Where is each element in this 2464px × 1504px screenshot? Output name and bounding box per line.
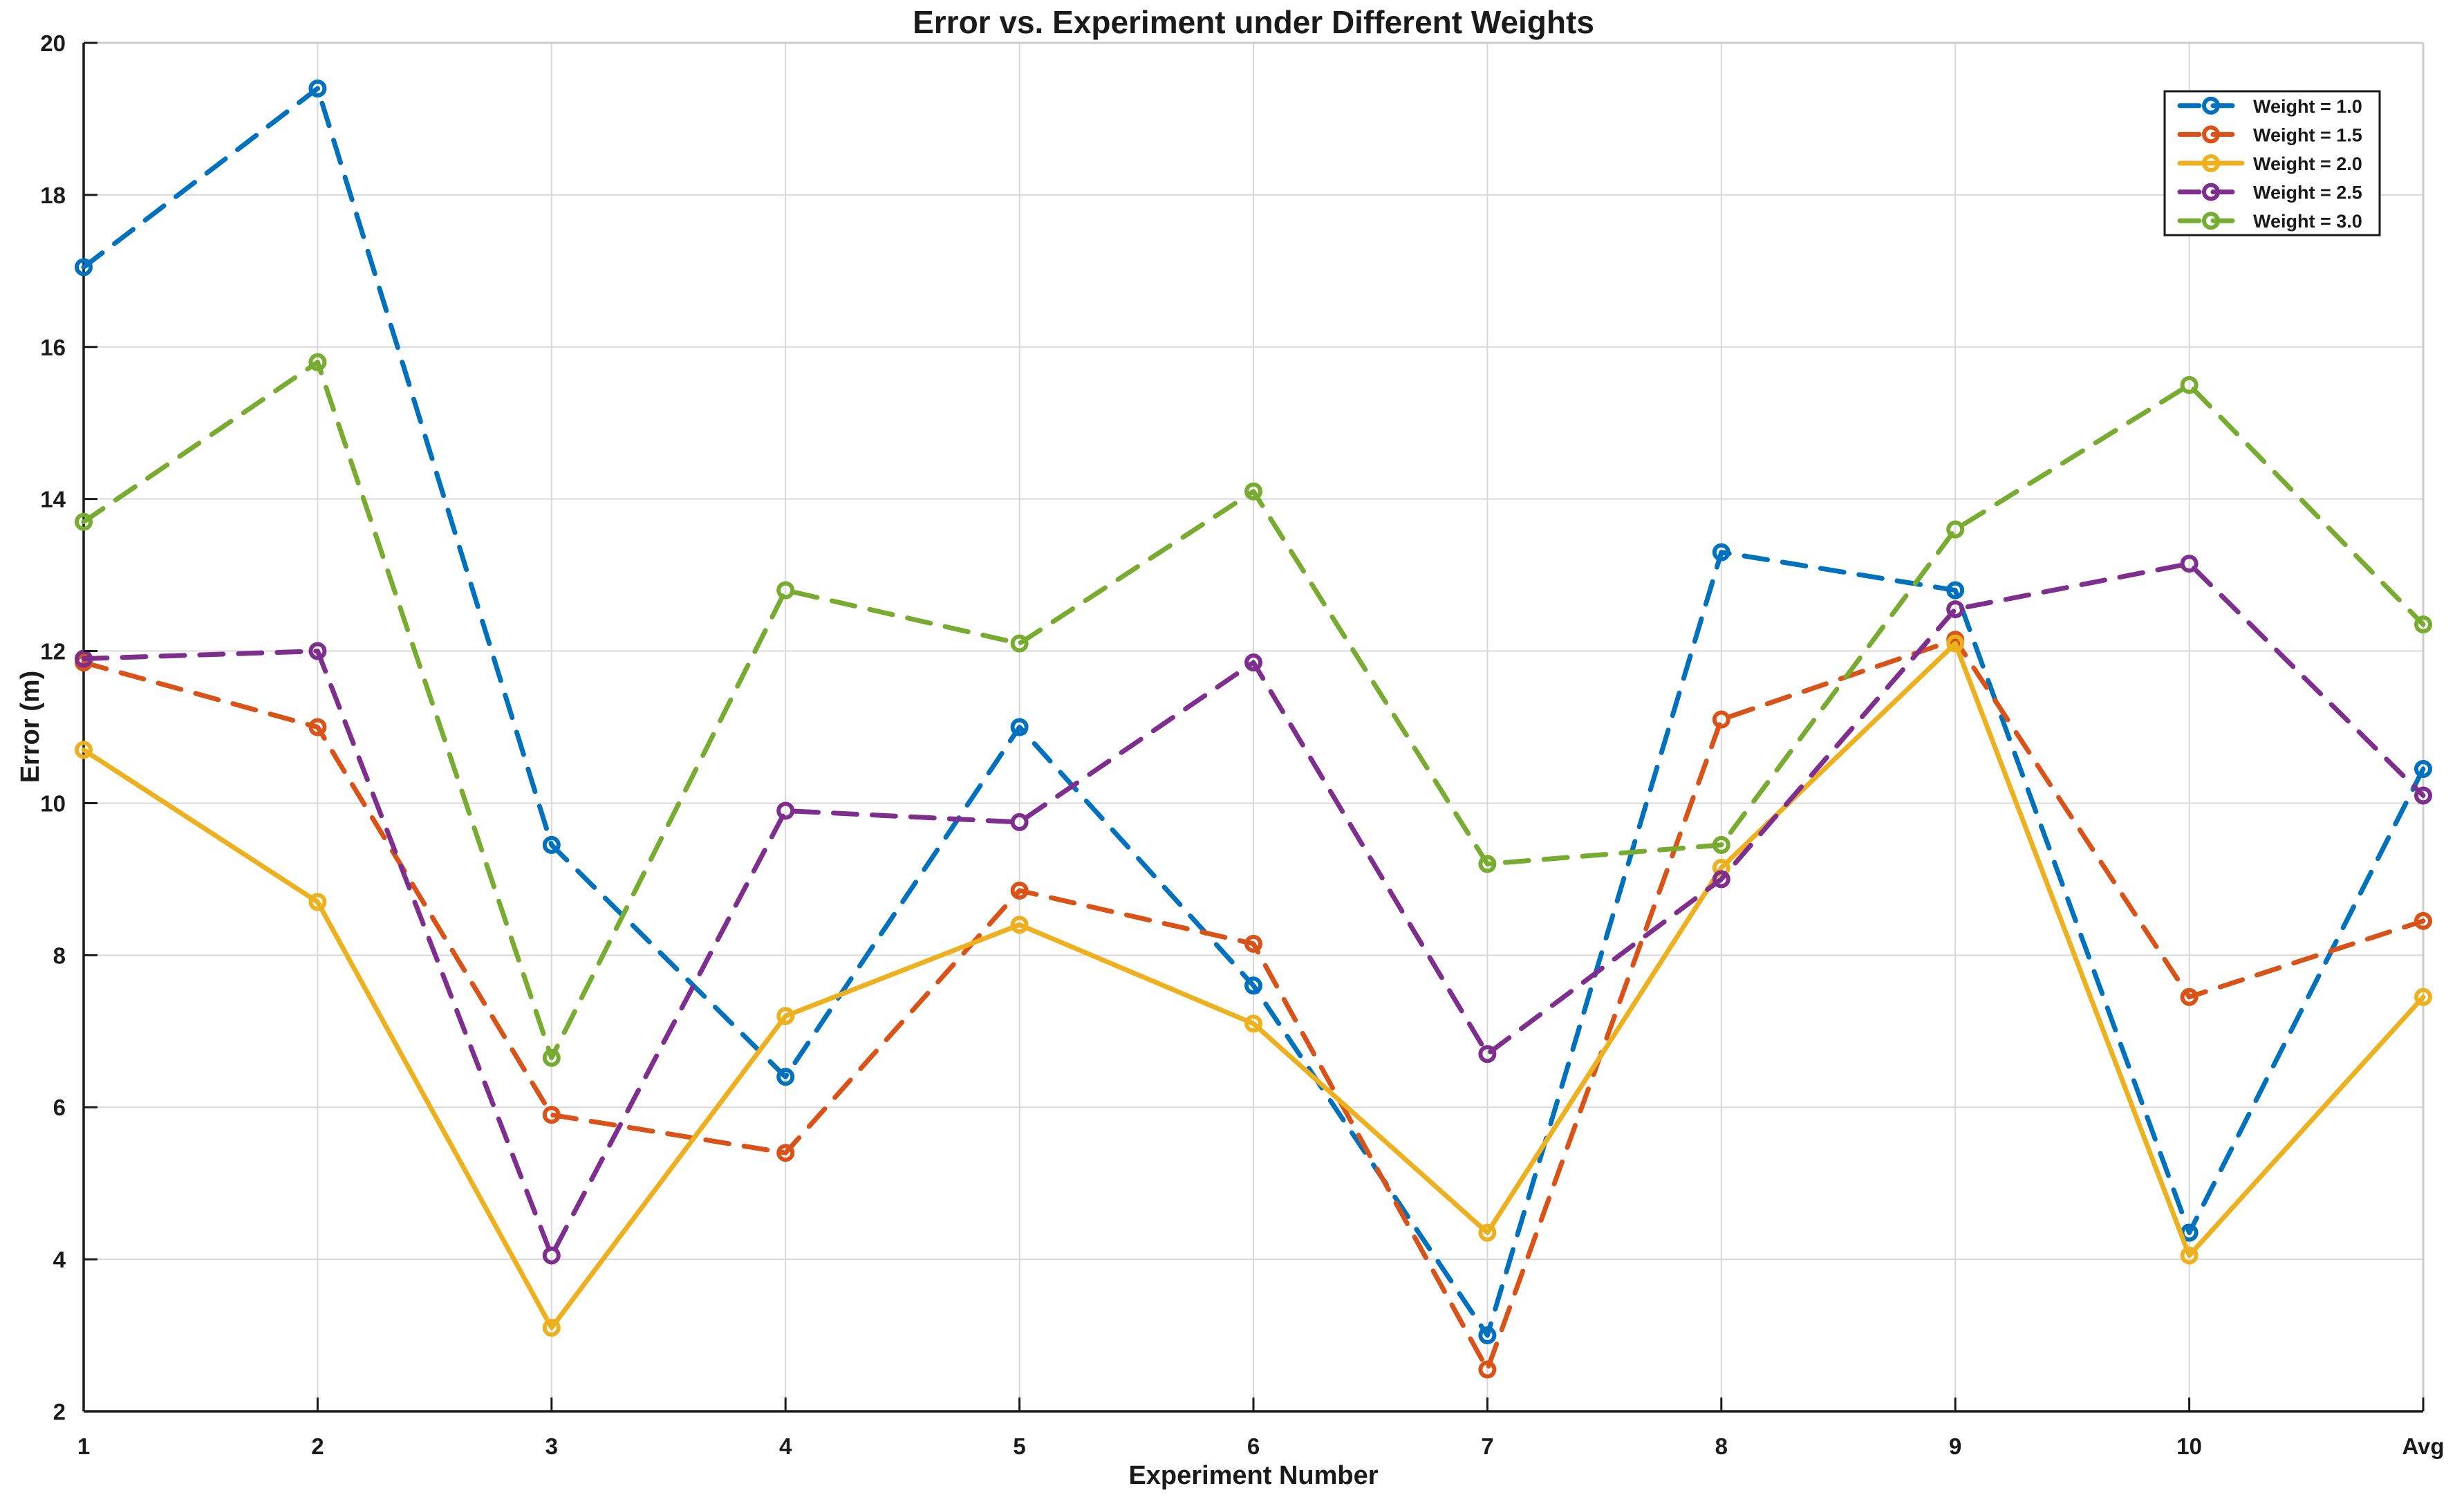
marker-Weight = 2.0-xAvg — [2414, 987, 2432, 1006]
marker-Weight = 1.5-x8 — [1712, 710, 1730, 729]
marker-Weight = 3.0-x6 — [1244, 482, 1262, 501]
legend-marker-Weight = 3.0 — [2202, 212, 2220, 230]
x-tick-label-2: 2 — [311, 1433, 324, 1459]
series-line-Weight = 2.5 — [81, 561, 2426, 1259]
marker-Weight = 1.5-x6 — [1244, 934, 1262, 953]
legend-label-Weight = 1.5: Weight = 1.5 — [2253, 124, 2362, 145]
series-line-Weight = 1.5 — [81, 637, 2426, 1373]
marker-Weight = 3.0-x4 — [776, 581, 795, 600]
marker-Weight = 3.0-x5 — [1010, 634, 1029, 653]
marker-Weight = 2.0-x8 — [1712, 858, 1730, 877]
series-line-Weight = 2.0 — [81, 641, 2426, 1330]
y-tick-label-8: 8 — [53, 943, 66, 968]
x-tick-label-3: 3 — [545, 1433, 558, 1459]
legend-label-Weight = 3.0: Weight = 3.0 — [2253, 211, 2362, 232]
marker-Weight = 3.0-x3 — [542, 1048, 561, 1067]
x-tick-label-1: 1 — [77, 1433, 90, 1459]
marker-Weight = 2.0-x10 — [2180, 1246, 2199, 1265]
x-tick-label-8: 8 — [1715, 1433, 1728, 1459]
chart-title: Error vs. Experiment under Different Wei… — [913, 4, 1594, 40]
series-line-Weight = 1.0 — [81, 86, 2426, 1338]
marker-Weight = 1.0-x5 — [1010, 718, 1029, 736]
marker-Weight = 2.0-x4 — [776, 1007, 795, 1025]
marker-Weight = 1.0-x7 — [1478, 1326, 1497, 1345]
legend-marker-Weight = 2.0 — [2202, 154, 2220, 172]
legend-layer: Weight = 1.0 Weight = 1.5 Weight = 2.0 Weig… — [2163, 90, 2381, 236]
marker-Weight = 2.0-x6 — [1244, 1014, 1262, 1033]
marker-Weight = 1.5-x3 — [542, 1106, 561, 1124]
y-tick-label-10: 10 — [40, 790, 66, 816]
legend-label-Weight = 2.0: Weight = 2.0 — [2253, 154, 2362, 174]
marker-Weight = 2.0-x2 — [308, 893, 327, 911]
x-axis-label: Experiment Number — [1128, 1461, 1378, 1490]
marker-Weight = 1.0-xAvg — [2414, 759, 2432, 778]
legend-label-Weight = 2.5: Weight = 2.5 — [2253, 183, 2362, 203]
y-tick-label-12: 12 — [40, 639, 66, 665]
marker-Weight = 1.5-xAvg — [2414, 911, 2432, 930]
marker-Weight = 2.5-x3 — [542, 1246, 561, 1265]
marker-Weight = 1.0-x2 — [308, 79, 327, 98]
x-tick-label-Avg: Avg — [2402, 1433, 2444, 1459]
marker-Weight = 1.0-x1 — [75, 258, 93, 277]
marker-Weight = 2.5-x6 — [1244, 653, 1262, 672]
marker-Weight = 1.5-x4 — [776, 1144, 795, 1162]
marker-Weight = 3.0-x2 — [308, 353, 327, 371]
marker-Weight = 2.0-x7 — [1478, 1223, 1497, 1242]
marker-Weight = 2.0-x1 — [75, 741, 93, 759]
x-tick-label-7: 7 — [1481, 1433, 1493, 1459]
marker-Weight = 2.5-xAvg — [2414, 786, 2432, 805]
marker-Weight = 2.5-x9 — [1946, 600, 1965, 619]
marker-Weight = 2.5-x4 — [776, 801, 795, 820]
marker-Weight = 2.5-x8 — [1712, 870, 1730, 889]
series-layer — [75, 79, 2432, 1379]
x-tick-label-10: 10 — [2176, 1433, 2202, 1459]
marker-Weight = 3.0-x8 — [1712, 835, 1730, 854]
marker-Weight = 2.0-x5 — [1010, 916, 1029, 934]
marker-Weight = 2.5-x2 — [308, 642, 327, 660]
marker-Weight = 3.0-x7 — [1478, 855, 1497, 873]
marker-Weight = 1.5-x10 — [2180, 987, 2199, 1006]
marker-Weight = 1.0-x9 — [1946, 581, 1965, 600]
x-tick-label-5: 5 — [1013, 1433, 1025, 1459]
marker-Weight = 1.0-x8 — [1712, 543, 1730, 561]
x-tick-label-4: 4 — [779, 1433, 792, 1459]
legend-label-Weight = 1.0: Weight = 1.0 — [2253, 96, 2362, 117]
x-tick-label-9: 9 — [1949, 1433, 1961, 1459]
marker-Weight = 2.0-x3 — [542, 1319, 561, 1337]
marker-Weight = 3.0-x1 — [75, 512, 93, 531]
y-tick-label-14: 14 — [40, 487, 66, 512]
marker-Weight = 2.5-x10 — [2180, 555, 2199, 573]
legend-marker-Weight = 2.5 — [2202, 183, 2220, 201]
marker-Weight = 1.0-x4 — [776, 1068, 795, 1086]
grid-layer — [83, 42, 2424, 1412]
marker-Weight = 1.5-x7 — [1478, 1360, 1497, 1379]
marker-Weight = 1.0-x6 — [1244, 976, 1262, 995]
marker-Weight = 1.5-x2 — [308, 718, 327, 736]
marker-Weight = 2.0-x9 — [1946, 634, 1965, 653]
marker-Weight = 1.5-x5 — [1010, 881, 1029, 900]
y-tick-label-18: 18 — [40, 183, 66, 208]
marker-Weight = 3.0-x9 — [1946, 520, 1965, 539]
marker-Weight = 2.5-x7 — [1478, 1045, 1497, 1064]
x-tick-label-6: 6 — [1247, 1433, 1260, 1459]
y-tick-label-4: 4 — [53, 1247, 66, 1272]
y-tick-label-6: 6 — [53, 1095, 66, 1120]
marker-Weight = 3.0-xAvg — [2414, 615, 2432, 634]
legend-marker-Weight = 1.0 — [2202, 96, 2220, 115]
y-tick-label-16: 16 — [40, 335, 66, 360]
y-axis-label: Error (m) — [16, 671, 45, 783]
y-tick-label-2: 2 — [53, 1399, 66, 1424]
legend-marker-Weight = 1.5 — [2202, 125, 2220, 144]
y-tick-label-20: 20 — [40, 30, 66, 56]
series-line-Weight = 3.0 — [81, 360, 2426, 1061]
marker-Weight = 2.5-x5 — [1010, 813, 1029, 831]
marker-Weight = 1.0-x3 — [542, 835, 561, 854]
marker-Weight = 3.0-x10 — [2180, 375, 2199, 394]
